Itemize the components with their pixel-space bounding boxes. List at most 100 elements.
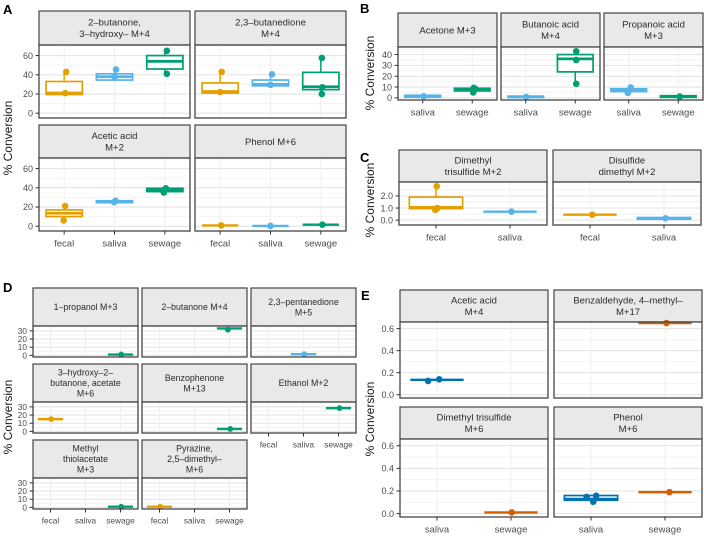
- x-tick-label: sewage: [215, 515, 244, 525]
- facet-strip: [399, 289, 549, 323]
- plot-border: [38, 44, 191, 119]
- y-tick-label: 0.2: [381, 486, 394, 496]
- y-tick-label: 1.0: [380, 203, 393, 213]
- y-tick-label: 20: [382, 71, 392, 81]
- y-tick-label: 0: [22, 502, 27, 512]
- plot-border: [250, 325, 357, 358]
- plot-border: [32, 325, 139, 358]
- y-tick-label: 0: [22, 350, 27, 360]
- data-point-sewage: [319, 83, 326, 91]
- facet-title: M+6: [619, 424, 638, 435]
- x-tick-label: sewage: [148, 239, 181, 250]
- facet-strip: [141, 363, 248, 403]
- panel-letter-B: B: [360, 1, 370, 16]
- data-point-sewage: [160, 189, 168, 196]
- facet-title: Pyrazine,: [176, 444, 213, 454]
- x-tick-label: saliva: [514, 108, 539, 119]
- data-point-sewage: [676, 93, 684, 100]
- facet-strip: [32, 439, 139, 479]
- data-point-saliva: [662, 215, 669, 222]
- y-tick-label: 0.4: [381, 464, 394, 474]
- x-tick-label: saliva: [258, 239, 283, 250]
- x-tick-label: saliva: [184, 515, 206, 525]
- y-tick-label: 40: [382, 50, 392, 60]
- data-point-fecal: [588, 211, 596, 219]
- facet-strip: [194, 10, 347, 46]
- plot-area: [554, 322, 702, 398]
- plot-border: [552, 181, 702, 226]
- x-tick-label: sewage: [495, 525, 528, 536]
- facet-strip: [399, 406, 549, 440]
- x-tick-label: sewage: [662, 108, 695, 119]
- data-point-fecal: [157, 503, 164, 510]
- y-tick-label: 30: [18, 478, 28, 488]
- facet-title: M+13: [183, 383, 205, 393]
- facet-title: M+6: [186, 465, 203, 475]
- x-tick-label: saliva: [579, 525, 604, 536]
- facet-title: trisulfide M+2: [445, 167, 502, 178]
- facet-strip: [141, 287, 248, 327]
- x-tick-label: sewage: [106, 515, 135, 525]
- data-point-sewage: [163, 47, 171, 55]
- y-tick-label: 0.6: [381, 324, 394, 334]
- plot-border: [553, 438, 703, 518]
- x-tick-label: saliva: [102, 239, 127, 250]
- data-point-saliva: [583, 493, 590, 501]
- facet-strip: [32, 363, 139, 403]
- facet-title: thiolacetate: [63, 454, 108, 464]
- data-point-sewage: [572, 48, 580, 55]
- data-point-sewage: [508, 509, 516, 516]
- facet-title: M+4: [465, 307, 484, 318]
- data-point-fecal: [217, 222, 225, 229]
- data-point-sewage: [469, 89, 477, 96]
- y-tick-label: 60: [23, 51, 33, 61]
- x-tick-label: sewage: [304, 239, 337, 250]
- plot-area: [400, 439, 548, 517]
- facet-title: M+3: [77, 465, 94, 475]
- plot-area: [554, 439, 702, 517]
- facet-strip: [398, 149, 548, 183]
- x-tick-label: sewage: [324, 439, 353, 449]
- y-tick-label: 0: [28, 108, 33, 118]
- x-tick-label: fecal: [210, 239, 230, 250]
- y-tick-label: 0: [22, 426, 27, 436]
- x-tick-label: fecal: [260, 439, 278, 449]
- data-point-sewage: [318, 90, 326, 98]
- y-tick-label: 60: [23, 164, 33, 174]
- y-tick-label: 40: [23, 183, 33, 193]
- panel-letter-A: A: [3, 2, 13, 17]
- y-tick-label: 0: [387, 93, 392, 103]
- plot-border: [194, 44, 347, 119]
- data-point-fecal: [433, 182, 441, 190]
- facet-title: 2,3–butanedione: [235, 18, 306, 29]
- x-tick-label: saliva: [293, 439, 315, 449]
- facet-title: Phenol: [613, 413, 643, 424]
- facet-title: M+4: [261, 29, 280, 40]
- plot-area: [400, 322, 548, 398]
- facet-title: Benzophenone: [165, 373, 224, 383]
- data-point-saliva: [301, 351, 308, 358]
- y-tick-label: 10: [382, 82, 392, 92]
- plot-border: [500, 46, 601, 101]
- data-point-fecal: [62, 68, 70, 76]
- panel-D: D % Conversion 1–propanol M+3 0 10 20 30 2–bu…: [0, 274, 360, 544]
- x-tick-label: sewage: [456, 108, 489, 119]
- x-tick-label: saliva: [617, 108, 642, 119]
- y-axis-label-B: % Conversion: [363, 35, 377, 111]
- facet-title: 2–butanone M+4: [161, 302, 227, 312]
- y-tick-label: 0.2: [381, 368, 394, 378]
- data-point-fecal: [431, 206, 439, 214]
- facet-strip: [500, 12, 601, 48]
- data-point-saliva: [508, 208, 515, 215]
- panel-letter-E: E: [361, 288, 370, 303]
- panel-A-plot: 2–butanone,3–hydroxy– M+4 0 20 40 60 2,3–buta…: [23, 10, 347, 250]
- facet-title: M+6: [77, 389, 94, 399]
- data-point-saliva: [267, 81, 274, 89]
- y-tick-label: 0.0: [381, 509, 394, 519]
- data-point-sewage: [227, 426, 234, 432]
- x-tick-label: fecal: [151, 515, 169, 525]
